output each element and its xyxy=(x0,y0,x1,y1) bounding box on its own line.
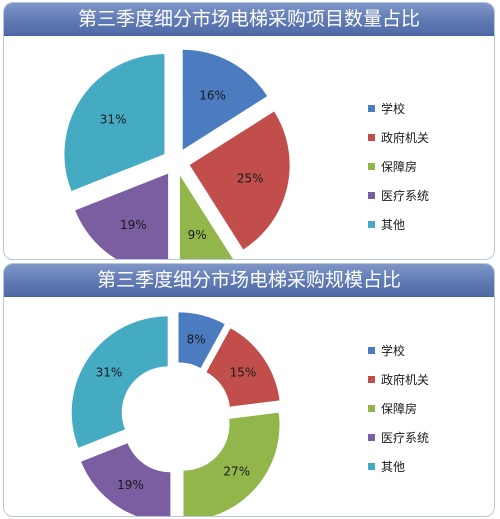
data-label: 15% xyxy=(230,365,257,379)
legend-label: 学校 xyxy=(381,344,406,358)
legend-swatch xyxy=(368,347,375,354)
legend-item: 其他 xyxy=(368,210,429,239)
legend-swatch xyxy=(368,405,375,412)
legend-label: 政府机关 xyxy=(381,131,430,145)
legend-swatch xyxy=(368,192,375,199)
legend-item: 政府机关 xyxy=(368,365,429,394)
data-label: 19% xyxy=(120,218,147,232)
legend-swatch xyxy=(368,221,375,228)
legend-swatch xyxy=(368,376,375,383)
legend-item: 其他 xyxy=(368,452,429,481)
slice-3 xyxy=(183,412,280,516)
slice-2 xyxy=(206,328,280,407)
slice-5 xyxy=(64,54,165,191)
legend-label: 医疗系统 xyxy=(381,431,430,445)
data-label: 25% xyxy=(237,172,264,186)
chart-title: 第三季度细分市场电梯采购项目数量占比 xyxy=(4,3,494,36)
legend-label: 其他 xyxy=(381,460,406,474)
data-label: 19% xyxy=(117,478,144,492)
legend-swatch xyxy=(368,105,375,112)
legend-label: 保障房 xyxy=(381,160,418,174)
legend-label: 政府机关 xyxy=(381,373,430,387)
slice-4 xyxy=(81,443,171,516)
data-label: 9% xyxy=(188,228,207,242)
legend-swatch xyxy=(368,134,375,141)
legend-label: 医疗系统 xyxy=(381,189,430,203)
slice-2 xyxy=(189,111,290,250)
legend-label: 其他 xyxy=(381,218,406,232)
slice-5 xyxy=(71,316,168,448)
slice-1 xyxy=(178,312,225,369)
legend-label: 学校 xyxy=(381,102,406,116)
data-label: 27% xyxy=(223,465,250,479)
legend-item: 保障房 xyxy=(368,394,429,423)
legend-item: 医疗系统 xyxy=(368,181,429,210)
pie-panel-project-count: 第三季度细分市场电梯采购项目数量占比 16% 25% 9% 19% 31% 学校 政府机… xyxy=(3,2,495,260)
legend-item: 学校 xyxy=(368,94,429,123)
data-label: 31% xyxy=(100,112,127,126)
legend-item: 学校 xyxy=(368,336,429,365)
chart-legend: 学校 政府机关 保障房 医疗系统 其他 xyxy=(368,94,429,239)
legend-swatch xyxy=(368,434,375,441)
data-label: 31% xyxy=(96,365,123,379)
legend-label: 保障房 xyxy=(381,402,418,416)
chart-title: 第三季度细分市场电梯采购规模占比 xyxy=(4,264,494,297)
chart-legend: 学校 政府机关 保障房 医疗系统 其他 xyxy=(368,336,429,481)
legend-item: 政府机关 xyxy=(368,123,429,152)
legend-swatch xyxy=(368,463,375,470)
pie-chart-project-count: 16% 25% 9% 19% 31% xyxy=(64,49,290,259)
data-label: 8% xyxy=(187,333,206,347)
donut-chart-procurement-scale: 8% 15% 27% 19% 31% xyxy=(71,312,280,516)
slice-3 xyxy=(179,175,233,259)
legend-item: 保障房 xyxy=(368,152,429,181)
slice-1 xyxy=(182,49,268,150)
slice-4 xyxy=(75,173,169,259)
donut-panel-procurement-scale: 第三季度细分市场电梯采购规模占比 8% 15% 27% 19% 31% 学校 政府机关 … xyxy=(3,263,495,517)
data-label: 16% xyxy=(199,88,226,102)
legend-swatch xyxy=(368,163,375,170)
legend-item: 医疗系统 xyxy=(368,423,429,452)
